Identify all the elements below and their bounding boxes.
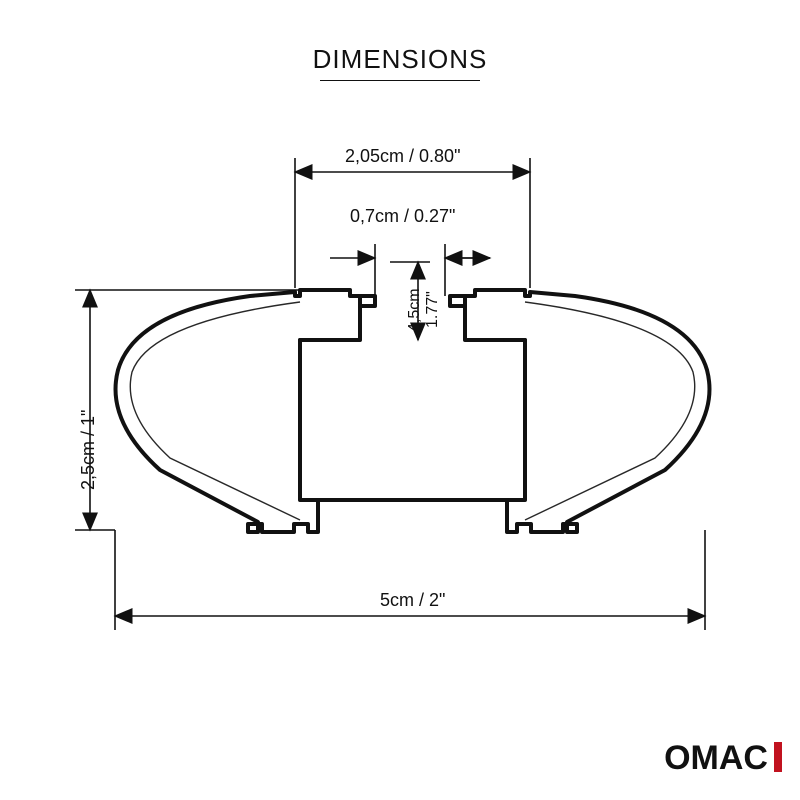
label-channel-width: 2,05cm / 0.80" <box>345 146 460 167</box>
profile-inner-line <box>130 302 694 520</box>
label-slot-width: 0,7cm / 0.27" <box>350 206 455 227</box>
dimension-diagram <box>0 0 800 800</box>
brand-text: OMAC <box>664 739 768 777</box>
label-overall-height: 2,5cm / 1" <box>78 410 99 490</box>
label-channel-depth-in: 1.77" <box>424 291 442 328</box>
label-overall-width: 5cm / 2" <box>380 590 445 611</box>
label-channel-depth-cm: 4,5cm <box>406 288 424 332</box>
brand-accent <box>774 742 782 772</box>
brand-logo: OMAC <box>664 739 782 778</box>
dim-overall-height <box>75 290 300 530</box>
dim-overall-width <box>115 530 705 630</box>
